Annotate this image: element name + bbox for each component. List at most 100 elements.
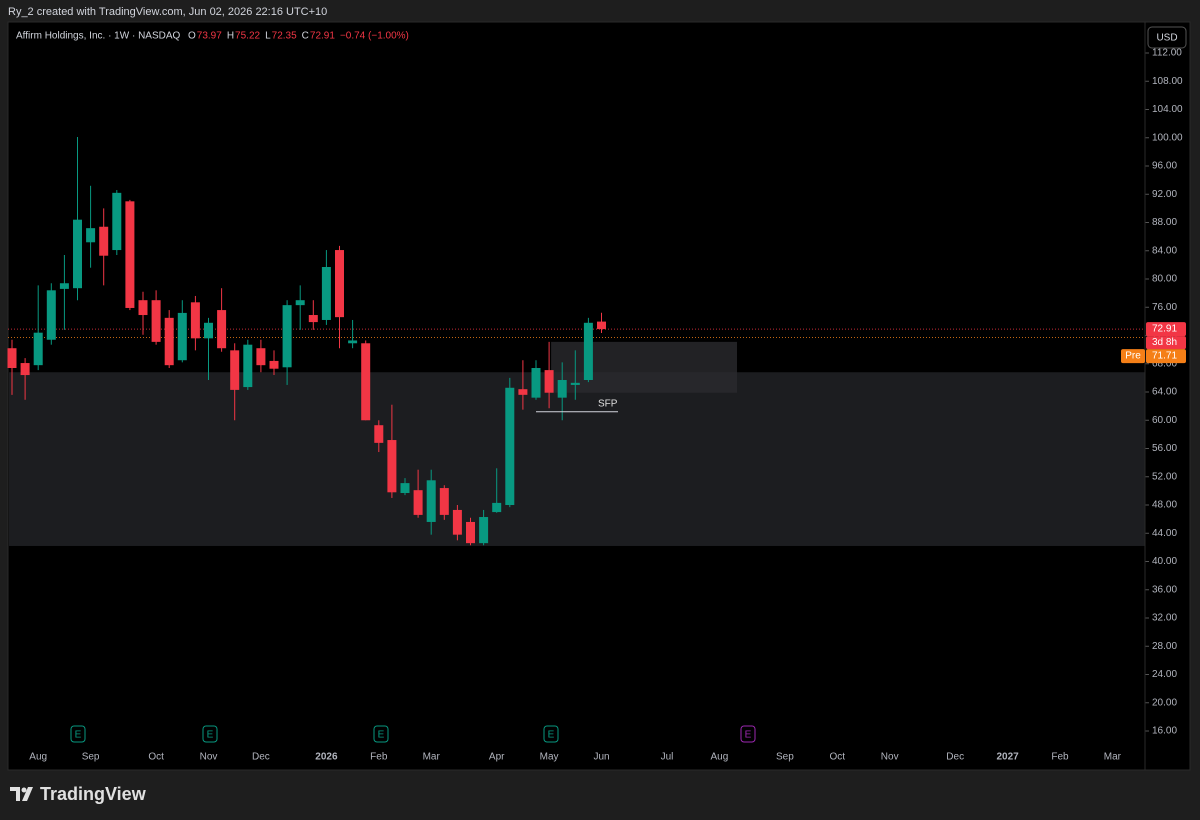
legend-label: L bbox=[265, 31, 271, 42]
candle-body bbox=[361, 343, 371, 421]
candle-body bbox=[321, 267, 331, 320]
last-price-label: 72.91 bbox=[1152, 324, 1177, 335]
candle-body bbox=[597, 321, 606, 330]
candle-body bbox=[73, 219, 82, 289]
logo-mark bbox=[10, 787, 33, 801]
brand: TradingView bbox=[40, 784, 147, 804]
earnings-marker bbox=[70, 725, 86, 743]
currency-button[interactable] bbox=[1147, 26, 1187, 49]
earnings-icon: E bbox=[745, 730, 752, 741]
candle-body bbox=[138, 300, 148, 316]
candle-body bbox=[335, 250, 344, 318]
candle-body bbox=[59, 283, 69, 289]
x-tick-label: May bbox=[540, 752, 559, 763]
earnings-icon: E bbox=[75, 730, 82, 741]
earnings-marker bbox=[740, 725, 756, 743]
x-tick-label: Dec bbox=[252, 752, 270, 763]
countdown-box bbox=[1146, 336, 1186, 350]
symbol: Affirm Holdings, Inc. · 1W · NASDAQ bbox=[16, 31, 181, 42]
y-tick-label: 44.00 bbox=[1152, 528, 1177, 539]
candle-body bbox=[190, 302, 200, 339]
y-tick-label: 16.00 bbox=[1152, 726, 1177, 737]
earnings-icon: E bbox=[378, 730, 385, 741]
candle-body bbox=[112, 192, 122, 251]
candle-body bbox=[413, 490, 423, 515]
y-tick-label: 76.00 bbox=[1152, 302, 1177, 313]
candle-body bbox=[151, 300, 161, 342]
legend-label: H bbox=[227, 31, 234, 42]
x-tick-label: Oct bbox=[830, 752, 846, 763]
candle-body bbox=[230, 350, 240, 390]
legend-value: 72.91 bbox=[310, 31, 335, 42]
x-tick-label: Aug bbox=[711, 752, 729, 763]
y-tick-label: 108.00 bbox=[1152, 76, 1183, 87]
zone bbox=[551, 341, 737, 393]
y-tick-label: 36.00 bbox=[1152, 584, 1177, 595]
candle-body bbox=[348, 340, 358, 344]
earnings-icon: E bbox=[207, 730, 214, 741]
candle-body bbox=[387, 440, 397, 493]
x-tick-label: Dec bbox=[946, 752, 964, 763]
candle-body bbox=[426, 480, 436, 522]
candle-body bbox=[86, 228, 96, 243]
earnings-marker bbox=[373, 725, 389, 743]
x-tick-label: Oct bbox=[148, 752, 164, 763]
sfp-label: SFP bbox=[598, 398, 618, 409]
candle-body bbox=[400, 483, 410, 494]
x-tick-label: Aug bbox=[29, 752, 47, 763]
premarket-tag: Pre bbox=[1125, 351, 1141, 362]
premarket-price: 71.71 bbox=[1152, 351, 1177, 362]
legend-value: 75.22 bbox=[235, 31, 260, 42]
candle-body bbox=[583, 322, 593, 381]
legend-label: C bbox=[302, 31, 309, 42]
y-tick-label: 28.00 bbox=[1152, 641, 1177, 652]
x-tick-label: Mar bbox=[1104, 752, 1122, 763]
candle-body bbox=[217, 310, 227, 349]
y-tick-label: 24.00 bbox=[1152, 669, 1177, 680]
earnings-marker bbox=[202, 725, 218, 743]
y-tick-label: 112.00 bbox=[1152, 48, 1182, 59]
candle-body bbox=[282, 305, 292, 368]
y-tick-label: 48.00 bbox=[1152, 500, 1177, 511]
x-tick-label: Nov bbox=[200, 752, 218, 763]
y-tick-label: 32.00 bbox=[1152, 613, 1177, 624]
candle-body bbox=[46, 290, 56, 340]
x-tick-label: Jun bbox=[593, 752, 609, 763]
countdown-label: 3d 8h bbox=[1152, 337, 1177, 348]
candle-body bbox=[505, 387, 515, 506]
y-tick-label: 84.00 bbox=[1152, 245, 1177, 256]
premarket-box bbox=[1146, 349, 1186, 364]
candle-body bbox=[479, 517, 489, 544]
candle-body bbox=[492, 502, 502, 513]
y-tick-label: 100.00 bbox=[1152, 132, 1183, 143]
candle-body bbox=[256, 348, 266, 366]
candle-body bbox=[570, 382, 580, 385]
y-tick-label: 96.00 bbox=[1152, 161, 1177, 172]
legend: Affirm Holdings, Inc. · 1W · NASDAQ O 73.… bbox=[16, 31, 409, 42]
x-tick-label: Sep bbox=[776, 752, 794, 763]
candle-body bbox=[99, 226, 109, 256]
y-tick-label: 80.00 bbox=[1152, 274, 1177, 285]
y-tick-label: 60.00 bbox=[1152, 415, 1177, 426]
x-tick-label: Mar bbox=[423, 752, 441, 763]
y-tick-label: 92.00 bbox=[1152, 189, 1177, 200]
candle-body bbox=[269, 360, 279, 369]
x-tick-label: Feb bbox=[1051, 752, 1069, 763]
y-tick-label: 40.00 bbox=[1152, 556, 1177, 567]
candle-body bbox=[20, 363, 30, 376]
candle-body bbox=[7, 348, 17, 368]
y-tick-label: 68.00 bbox=[1152, 358, 1177, 369]
candle-body bbox=[164, 317, 174, 366]
x-tick-label: Jul bbox=[661, 752, 674, 763]
candle-body bbox=[466, 521, 475, 544]
candle-body bbox=[544, 370, 554, 393]
candle-body bbox=[243, 344, 253, 388]
x-tick-label: Apr bbox=[489, 752, 505, 763]
candle-body bbox=[308, 315, 318, 323]
last-price-box bbox=[1146, 322, 1186, 337]
y-tick-label: 64.00 bbox=[1152, 387, 1177, 398]
x-tick-label: Nov bbox=[881, 752, 899, 763]
header-text: Ry_2 created with TradingView.com, Jun 0… bbox=[8, 6, 327, 18]
